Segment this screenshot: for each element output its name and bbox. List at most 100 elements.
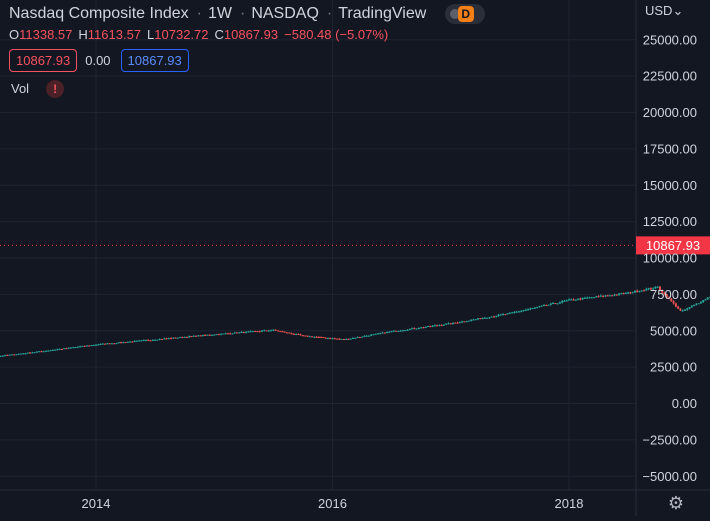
candle-body <box>29 352 32 354</box>
candle-body <box>279 331 282 333</box>
candle-body <box>458 322 461 324</box>
candle-body <box>547 304 550 306</box>
candle-body <box>392 330 395 332</box>
candle-body <box>156 339 159 341</box>
candle-body <box>668 297 671 299</box>
candle-body <box>347 338 350 340</box>
sell-price-button[interactable]: 10867.93 <box>9 49 78 72</box>
candle-body <box>317 336 320 338</box>
candle-body <box>461 321 464 323</box>
buy-price-button[interactable]: 10867.93 <box>120 49 189 72</box>
candle-body <box>706 297 709 300</box>
candle-body <box>15 354 18 356</box>
candle-body <box>251 331 254 333</box>
candle-body <box>633 290 636 293</box>
candle-body <box>679 308 682 311</box>
candle-body <box>206 334 209 336</box>
data-mode-toggle[interactable]: D <box>444 4 485 24</box>
candle-body <box>129 341 132 343</box>
candle-body <box>333 338 336 340</box>
candle-body <box>110 343 113 345</box>
candle-body <box>208 334 211 336</box>
candle-body <box>83 345 86 347</box>
open-value: 11338.57 <box>19 27 73 42</box>
high-label: H <box>78 27 88 42</box>
candle-body <box>131 341 134 343</box>
candle-body <box>138 340 141 342</box>
candle-body <box>620 293 623 295</box>
candle-body <box>88 345 91 347</box>
change-value: −580.48 (−5.07%) <box>284 27 389 42</box>
candle-body <box>210 334 213 336</box>
candle-body <box>470 319 473 321</box>
separator-dot: · <box>196 5 202 23</box>
candlestick-series <box>0 285 710 357</box>
candle-body <box>17 353 20 355</box>
candle-body <box>149 340 152 342</box>
candle-body <box>95 344 97 346</box>
candle-body <box>452 322 455 324</box>
price-tick-label: 7500.00 <box>650 287 697 302</box>
open-label: O <box>9 27 20 42</box>
candle-body <box>499 314 502 316</box>
candle-body <box>481 318 484 320</box>
candle-body <box>417 328 420 330</box>
candle-body <box>477 318 480 320</box>
candle-body <box>447 323 450 325</box>
candle-body <box>263 330 266 332</box>
candle-body <box>351 337 354 339</box>
candle-body <box>704 299 707 301</box>
candle-body <box>104 343 107 345</box>
settings-gear-icon[interactable]: ⚙ <box>667 493 685 513</box>
candle-body <box>160 338 163 340</box>
candle-body <box>433 325 436 327</box>
candle-body <box>379 333 382 335</box>
separator-dot: · <box>239 5 246 23</box>
candle-body <box>606 295 609 297</box>
candle-body <box>674 303 677 307</box>
price-tick-label: −2500.00 <box>642 432 697 447</box>
candle-body <box>574 299 577 301</box>
candle-body <box>522 310 525 312</box>
candle-body <box>358 337 361 339</box>
candle-body <box>652 288 655 290</box>
spread-value: 0.00 <box>85 53 111 68</box>
warning-icon[interactable]: ! <box>46 80 65 98</box>
candle-body <box>622 293 625 295</box>
candle-body <box>595 296 598 298</box>
candle-body <box>342 339 345 341</box>
delayed-data-badge[interactable]: D <box>457 6 474 22</box>
candle-body <box>413 328 416 330</box>
candle-body <box>299 334 302 336</box>
candle-body <box>708 297 710 299</box>
candle-body <box>479 318 482 320</box>
candle-body <box>399 330 402 332</box>
candle-body <box>538 306 541 308</box>
candle-body <box>306 335 309 337</box>
interval-label[interactable]: 1W <box>207 5 232 23</box>
candle-body <box>315 336 318 338</box>
candle-body <box>174 337 177 339</box>
candle-body <box>699 302 702 304</box>
candle-body <box>374 333 377 335</box>
candle-body <box>427 326 430 328</box>
candle-body <box>31 352 34 354</box>
price-tick-label: 5000.00 <box>650 323 697 338</box>
candle-body <box>235 332 238 334</box>
candle-body <box>608 295 611 297</box>
candle-body <box>556 303 559 305</box>
candle-body <box>465 321 468 323</box>
currency-selector[interactable]: USD⌄ <box>645 3 683 19</box>
candle-body <box>274 329 277 331</box>
candle-body <box>599 295 602 297</box>
candle-body <box>640 290 643 292</box>
candle-body <box>288 332 291 334</box>
candle-body <box>688 307 691 309</box>
separator-dot: · <box>326 5 333 23</box>
candle-body <box>76 346 79 348</box>
candle-body <box>295 334 298 336</box>
candle-body <box>33 352 36 354</box>
candle-body <box>545 305 548 307</box>
